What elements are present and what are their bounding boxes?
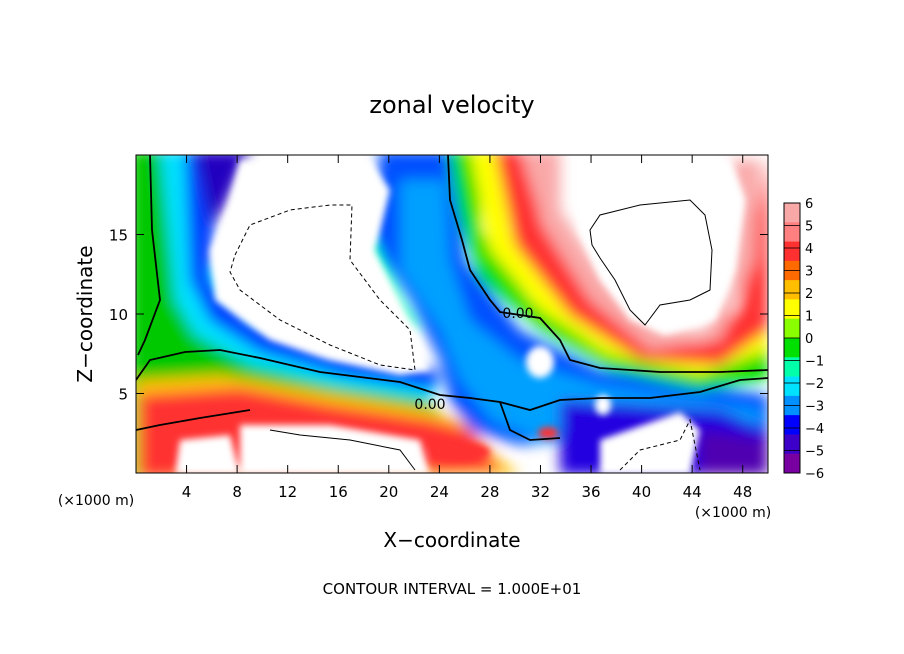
- x-tick-label: 36: [581, 483, 600, 501]
- colorbar-label: 1: [805, 310, 813, 325]
- y-tick-label: 10: [109, 306, 128, 324]
- y-tick-label: 5: [118, 386, 128, 404]
- colorbar-swatch: [784, 453, 800, 474]
- y-axis-ticks: 5 10 15: [109, 227, 768, 404]
- contour-label-lower: 0.00: [414, 397, 445, 413]
- x-tick-label: 32: [531, 483, 550, 501]
- x-tick-label: 8: [232, 483, 242, 501]
- colorbar-swatch: [784, 338, 800, 358]
- colorbar-swatch: [784, 241, 800, 262]
- colorbar-label: 5: [805, 220, 813, 235]
- colorbar-swatch: [784, 280, 800, 300]
- colorbar-swatch: [784, 318, 800, 339]
- colorbar-swatch: [784, 415, 800, 435]
- colorbar-label: −3: [805, 400, 824, 415]
- colorbar-label: 2: [805, 287, 813, 302]
- contour-interval-note: CONTOUR INTERVAL = 1.000E+01: [323, 580, 582, 598]
- colorbar-swatch: [784, 299, 800, 320]
- colorbar-swatch: [784, 203, 800, 223]
- x-tick-label: 44: [683, 483, 702, 501]
- colorbar-label: 4: [805, 242, 813, 257]
- colorbar-label: −1: [805, 355, 824, 370]
- colorbar-swatch: [784, 222, 800, 243]
- colorbar-label: −5: [805, 445, 824, 460]
- colorbar-label: 6: [805, 197, 813, 212]
- colorbar-label: −4: [805, 422, 824, 437]
- colorbar-swatch: [784, 357, 800, 378]
- x-unit-left: (×1000 m): [58, 493, 134, 509]
- colorbar-swatch: [784, 376, 800, 397]
- colorbar-swatch: [784, 434, 800, 455]
- colorbar-label: 3: [805, 265, 813, 280]
- x-unit-right: (×1000 m): [695, 505, 771, 521]
- x-axis-label: X−coordinate: [383, 528, 520, 552]
- chart-title: zonal velocity: [369, 91, 534, 119]
- contour-labels: 0.00 0.00: [414, 306, 533, 413]
- colorbar-label: −2: [805, 377, 824, 392]
- x-tick-label: 24: [430, 483, 449, 501]
- colorbar-label: 0: [805, 332, 813, 347]
- x-tick-label: 48: [733, 483, 752, 501]
- colorbar: 6 5 4 3 2 1 0 −1 −2 −3 −4 −5 −6: [783, 197, 824, 482]
- x-tick-label: 4: [182, 483, 192, 501]
- velocity-field: [136, 155, 768, 473]
- x-tick-label: 40: [632, 483, 651, 501]
- x-tick-label: 28: [480, 483, 499, 501]
- x-tick-label: 20: [379, 483, 398, 501]
- y-axis-label: Z−coordinate: [73, 245, 97, 382]
- x-axis-ticks: 4 8 12 16 20 24 28 32 36 40 44 48: [182, 155, 752, 501]
- colorbar-label: −6: [805, 467, 824, 482]
- y-tick-label: 15: [109, 227, 128, 245]
- contour-label-upper: 0.00: [502, 306, 533, 322]
- x-tick-label: 16: [329, 483, 348, 501]
- x-tick-label: 12: [278, 483, 297, 501]
